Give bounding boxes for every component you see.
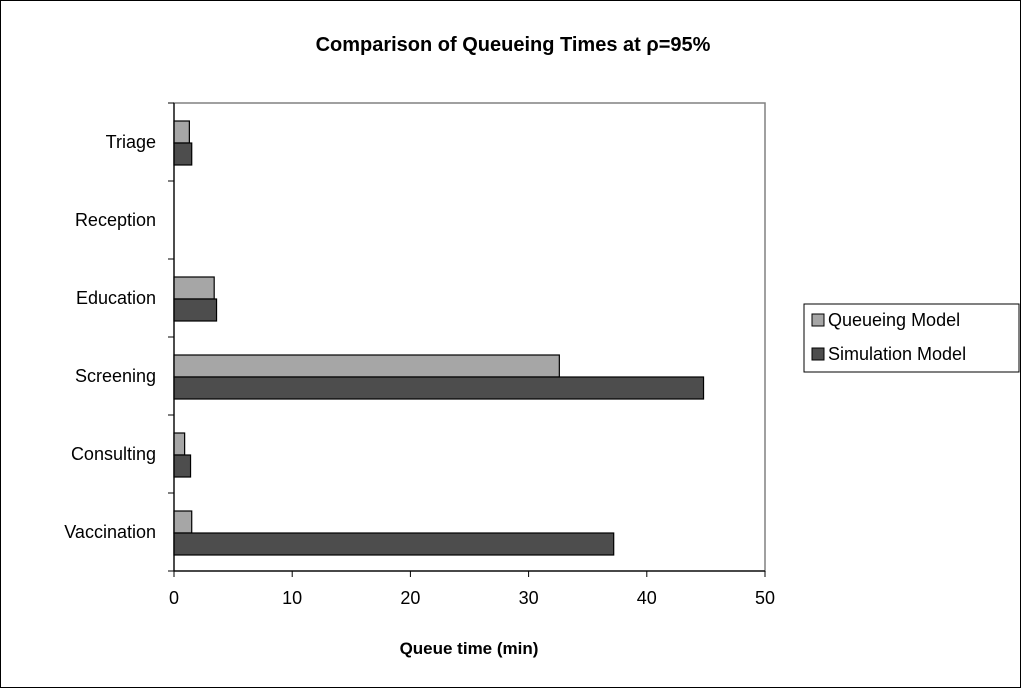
bar-education-queueing-model — [173, 276, 215, 300]
legend-swatch-simulation — [811, 347, 825, 361]
x-tick-label-50: 50 — [755, 588, 775, 608]
bar-education-simulation-model — [173, 298, 218, 322]
y-axis-ticks: Triage Reception Education Screening Consult… — [64, 102, 174, 572]
bar-triage-simulation-model — [173, 142, 193, 166]
bar-vaccination-queueing-model — [173, 510, 193, 534]
x-tick-label-30: 30 — [519, 588, 539, 608]
x-tick-label-20: 20 — [400, 588, 420, 608]
x-axis-ticks: 0 10 20 30 40 50 — [169, 571, 775, 608]
bar-screening-simulation-model — [173, 376, 705, 400]
legend-box — [803, 303, 1020, 373]
legend-swatch-queueing — [811, 313, 825, 327]
legend-label-queueing: Queueing Model — [828, 310, 960, 330]
x-axis-title: Queue time (min) — [400, 639, 539, 658]
bar-consulting-simulation-model — [173, 454, 192, 478]
y-tick-label-vaccination: Vaccination — [64, 522, 156, 542]
legend: Queueing Model Simulation Model — [803, 303, 1020, 373]
y-tick-label-screening: Screening — [75, 366, 156, 386]
chart-title: Comparison of Queueing Times at ρ=95% — [316, 34, 711, 56]
plot-area — [173, 102, 766, 572]
bar-triage-queueing-model — [173, 120, 190, 144]
bar-consulting-queueing-model — [173, 432, 186, 456]
y-tick-label-education: Education — [76, 288, 156, 308]
y-tick-label-reception: Reception — [75, 210, 156, 230]
y-tick-label-triage: Triage — [106, 132, 156, 152]
bar-screening-queueing-model — [173, 354, 560, 378]
y-tick-label-consulting: Consulting — [71, 444, 156, 464]
x-tick-label-40: 40 — [637, 588, 657, 608]
legend-label-simulation: Simulation Model — [828, 344, 966, 364]
bar-vaccination-simulation-model — [173, 532, 615, 556]
x-tick-label-10: 10 — [282, 588, 302, 608]
x-tick-label-0: 0 — [169, 588, 179, 608]
